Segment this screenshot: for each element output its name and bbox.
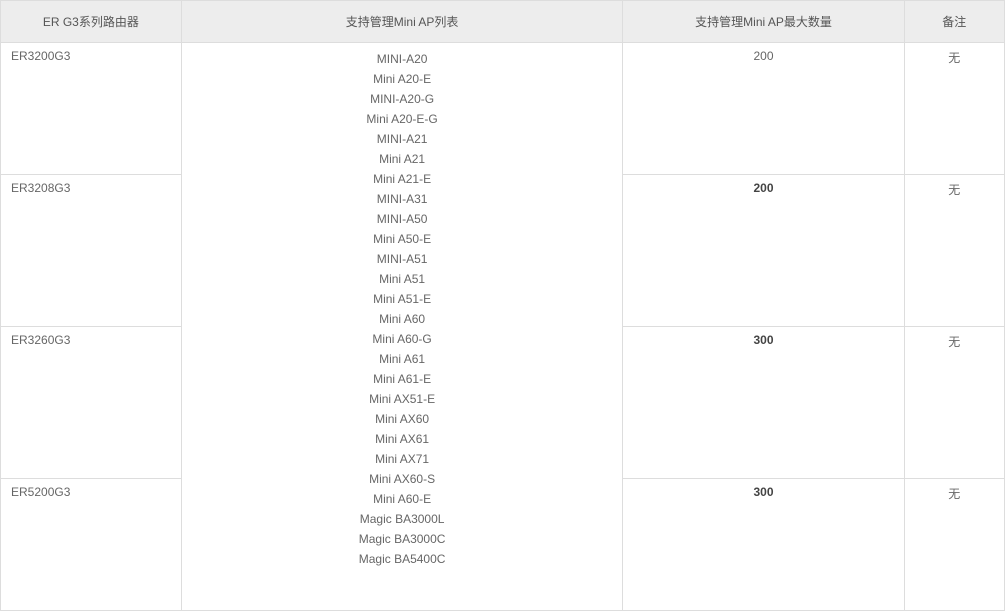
ap-list-item: Magic BA3000C <box>182 529 623 549</box>
max-ap-cell: 300 <box>623 479 904 611</box>
router-cell: ER3200G3 <box>1 43 182 175</box>
max-ap-cell: 200 <box>623 175 904 327</box>
router-cell: ER3260G3 <box>1 327 182 479</box>
ap-list-item: Mini A20-E-G <box>182 109 623 129</box>
note-cell: 无 <box>904 327 1004 479</box>
ap-list-item: Mini A21-E <box>182 169 623 189</box>
ap-list-item: Mini AX60 <box>182 409 623 429</box>
ap-list-item: Mini AX71 <box>182 449 623 469</box>
ap-list-item: MINI-A20 <box>182 49 623 69</box>
table-header: ER G3系列路由器 支持管理Mini AP列表 支持管理Mini AP最大数量… <box>1 1 1005 43</box>
ap-list-item: MINI-A31 <box>182 189 623 209</box>
ap-list-item: Magic BA5400C <box>182 549 623 569</box>
ap-list-item: Mini AX51-E <box>182 389 623 409</box>
ap-list-item: Mini A50-E <box>182 229 623 249</box>
ap-list-item: Mini AX61 <box>182 429 623 449</box>
ap-list-item: Mini A60 <box>182 309 623 329</box>
ap-list-item: MINI-A21 <box>182 129 623 149</box>
col-header-router: ER G3系列路由器 <box>1 1 182 43</box>
router-cell: ER3208G3 <box>1 175 182 327</box>
ap-list-item: MINI-A20-G <box>182 89 623 109</box>
ap-list-cell: MINI-A20Mini A20-EMINI-A20-GMini A20-E-G… <box>181 43 623 611</box>
router-cell: ER5200G3 <box>1 479 182 611</box>
note-cell: 无 <box>904 43 1004 175</box>
ap-list-item: Mini A60-E <box>182 489 623 509</box>
ap-list-item: Mini A60-G <box>182 329 623 349</box>
ap-list-item: Mini A20-E <box>182 69 623 89</box>
table-row: ER3200G3MINI-A20Mini A20-EMINI-A20-GMini… <box>1 43 1005 175</box>
max-ap-cell: 300 <box>623 327 904 479</box>
note-cell: 无 <box>904 479 1004 611</box>
ap-list-item: Mini A61 <box>182 349 623 369</box>
note-cell: 无 <box>904 175 1004 327</box>
ap-list-item: Mini A51-E <box>182 289 623 309</box>
ap-list-item: Mini AX60-S <box>182 469 623 489</box>
ap-list-item: MINI-A51 <box>182 249 623 269</box>
col-header-max: 支持管理Mini AP最大数量 <box>623 1 904 43</box>
table-body: ER3200G3MINI-A20Mini A20-EMINI-A20-GMini… <box>1 43 1005 611</box>
ap-list-item: Magic BA3000L <box>182 509 623 529</box>
col-header-note: 备注 <box>904 1 1004 43</box>
ap-list-item: Mini A21 <box>182 149 623 169</box>
router-ap-table: ER G3系列路由器 支持管理Mini AP列表 支持管理Mini AP最大数量… <box>0 0 1005 611</box>
ap-list-item: Mini A51 <box>182 269 623 289</box>
ap-list-item: MINI-A50 <box>182 209 623 229</box>
col-header-aplist: 支持管理Mini AP列表 <box>181 1 623 43</box>
ap-list-item: Mini A61-E <box>182 369 623 389</box>
max-ap-cell: 200 <box>623 43 904 175</box>
